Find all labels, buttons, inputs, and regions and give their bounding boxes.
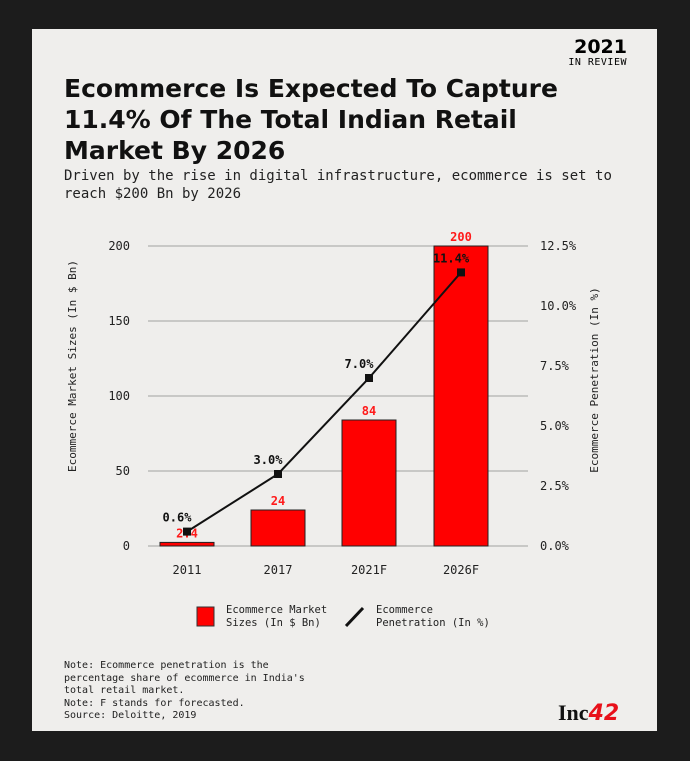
year-badge: 2021 IN REVIEW [568,37,627,68]
bar-data-label: 200 [450,230,472,244]
bar [159,541,215,547]
notes: Note: Ecommerce penetration is the perce… [64,660,305,721]
infographic-card [32,29,657,731]
line-data-label: 3.0% [254,453,284,467]
x-tick-label: 2011 [173,563,202,577]
x-tick-label: 2021F [351,563,387,577]
bar [341,419,397,547]
y-tick-label: 200 [108,239,130,253]
y-axis-label: Ecommerce Market Sizes (In $ Bn) [66,260,79,472]
y2-tick-label: 12.5% [540,239,577,253]
line-data-label: 11.4% [433,251,470,265]
y-tick-label: 150 [108,314,130,328]
line-point [183,527,191,536]
penetration-line [186,271,462,533]
subtitle: Driven by the rise in digital infrastruc… [64,168,612,202]
y2-tick-label: 10.0% [540,299,577,313]
inc42-logo: Inc42 [558,700,620,726]
line-data-label: 0.6% [163,511,193,525]
legend-line-swatch [344,606,365,628]
y2-tick-label: 0.0% [540,539,570,553]
x-tick-label: 2026F [443,563,479,577]
line-point [365,374,373,382]
bar-data-label: 24 [271,494,285,508]
legend-line-label: Ecommerce Penetration (In %) [376,604,490,629]
line-data-label: 7.0% [345,357,375,371]
y-tick-label: 50 [116,464,130,478]
y-tick-label: 0 [123,539,130,553]
x-tick-label: 2017 [264,563,293,577]
y-tick-label: 100 [108,389,130,403]
page-title: Ecommerce Is Expected To Capture 11.4% O… [64,74,558,165]
badge-year: 2021 [574,36,627,58]
line-point [457,268,465,277]
bar-data-label: 84 [362,404,376,418]
line-point [274,470,282,478]
y2-tick-label: 2.5% [540,479,570,493]
y2-axis-label: Ecommerce Penetration (In %) [588,287,601,472]
legend-bar-label: Ecommerce Market Sizes (In $ Bn) [226,604,328,629]
y2-tick-label: 5.0% [540,419,570,433]
bar [433,245,489,547]
badge-label: IN REVIEW [568,57,627,68]
bar [250,509,306,547]
legend-bar-swatch [196,606,215,627]
y2-tick-label: 7.5% [540,359,570,373]
